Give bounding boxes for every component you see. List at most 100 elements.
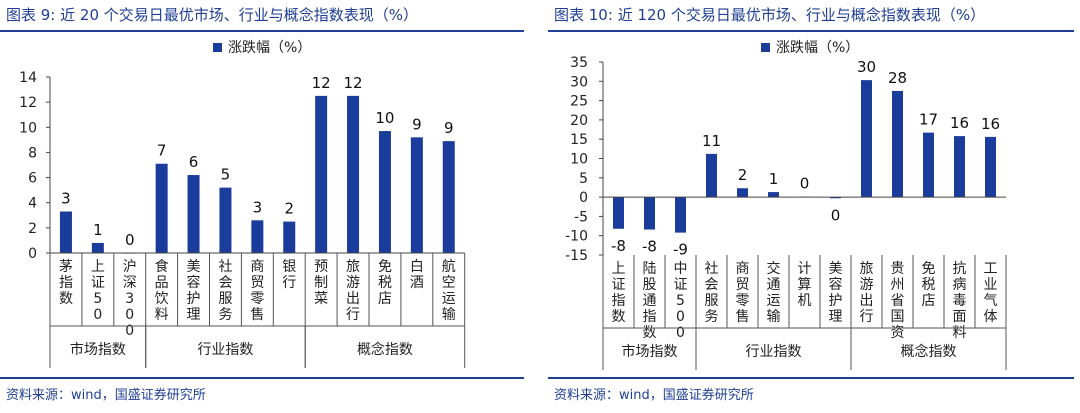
footer-divider [0,377,524,379]
bar [91,242,104,253]
category-label: 银行 [282,259,296,291]
legend-label: 涨跌幅（%） [776,40,859,56]
y-tick-label: 2 [28,221,37,237]
y-tick-label: 20 [570,113,588,129]
category-label: 食品饮料 [155,258,169,323]
bar [219,187,232,253]
bar [378,131,391,253]
bar [410,137,423,253]
title-divider [0,30,524,32]
data-label: 16 [981,115,1000,133]
legend-label: 涨跌幅（%） [228,40,311,56]
y-tick-label: 10 [570,152,588,168]
bar [283,221,296,253]
group-label: 概念指数 [357,341,413,358]
data-label: 3 [253,198,263,216]
source-note: 资料来源：wind，国盛证券研究所 [6,388,206,403]
category-label: 交通运输 [767,260,781,325]
category-label: 预制菜 [314,259,328,307]
category-label: 沪深 3 0 0 [123,259,137,339]
data-label: 17 [919,111,938,129]
group-label: 市场指数 [622,343,678,360]
group-label: 行业指数 [197,342,253,358]
chart-title: 图表 10: 近 120 个交易日最优市场、行业与概念指数表现（%） [554,4,985,25]
bar [613,197,624,229]
data-label: 0 [800,175,810,193]
bar [985,136,996,198]
y-tick-label: 4 [28,196,37,212]
data-label: 16 [950,114,969,132]
bar [59,211,72,253]
title-divider [548,30,1074,32]
bar [644,197,655,230]
category-label: 白酒 [410,259,424,291]
category-label: 社会服务 [705,261,719,325]
data-label: -8 [611,237,626,255]
bar [768,192,779,198]
data-label: 11 [702,132,721,150]
chart-title-text: 近 120 个交易日最优市场、行业与概念指数表现（%） [617,6,986,24]
chart-title-prefix: 图表 10: [554,6,613,24]
category-label: 航空运输 [442,259,456,323]
data-label: 0 [125,231,135,249]
category-label: 商贸零售 [250,259,264,323]
bar [954,136,965,198]
bar [830,197,841,199]
y-tick-label: 0 [579,190,588,206]
y-tick-label: 0 [28,246,37,262]
category-label: 社会服务 [218,259,232,323]
chart-title: 图表 9: 近 20 个交易日最优市场、行业与概念指数表现（%） [6,4,418,25]
y-tick-label: 12 [19,95,37,111]
data-label: 28 [888,69,907,87]
chart-title-text: 近 20 个交易日最优市场、行业与概念指数表现（%） [60,6,419,24]
y-tick-label: 6 [28,171,37,187]
y-tick-label: 8 [28,145,37,161]
bar [251,220,264,253]
data-label: 30 [857,58,876,76]
legend-swatch [761,43,770,52]
data-label: 1 [769,170,779,188]
data-label: 12 [312,74,331,92]
y-tick-label: -10 [565,229,588,245]
category-label: 旅游出行 [346,259,360,323]
y-tick-label: 30 [570,74,588,90]
chart-panel-120d: 图表 10: 近 120 个交易日最优市场、行业与概念指数表现（%） 涨跌幅（%… [548,0,1080,413]
category-label: 旅游出行 [860,261,874,325]
category-label: 工业气体 [984,261,998,325]
chart-title-prefix: 图表 9: [6,6,56,24]
bar [315,95,328,253]
data-label: -8 [642,238,657,256]
chart-panel-20d: 图表 9: 近 20 个交易日最优市场、行业与概念指数表现（%） 涨跌幅（%） 1… [0,0,530,413]
data-label: 2 [284,200,294,218]
y-tick-label: -5 [574,209,588,225]
data-label: 1 [93,221,103,239]
y-tick-label: 25 [570,94,588,110]
data-label: -9 [673,241,688,259]
category-label: 陆股通指数 [643,261,657,341]
data-label: 6 [189,153,199,171]
bar [347,95,360,253]
y-tick-label: -15 [565,248,588,264]
source-note: 资料来源：wind，国盛证券研究所 [554,388,754,403]
data-label: 7 [157,142,167,160]
group-label: 市场指数 [70,341,126,358]
category-label: 贵州省国资 [891,261,905,341]
data-label: 12 [344,74,363,92]
y-tick-label: 10 [19,120,37,136]
bar [442,141,455,253]
bar [892,90,903,198]
category-label: 免税店 [378,259,392,307]
y-tick-label: 5 [579,171,588,187]
data-label: 0 [831,206,841,224]
category-label: 茅指数 [59,259,73,307]
data-label: 5 [221,166,231,184]
category-label: 美容护理 [829,261,843,325]
legend-swatch [213,43,222,52]
category-label: 商贸零售 [736,261,750,325]
bar [187,175,200,253]
data-label: 3 [61,190,71,208]
footer-divider [548,377,1074,379]
category-label: 上证 5 0 [91,259,105,323]
data-label: 9 [412,115,422,133]
